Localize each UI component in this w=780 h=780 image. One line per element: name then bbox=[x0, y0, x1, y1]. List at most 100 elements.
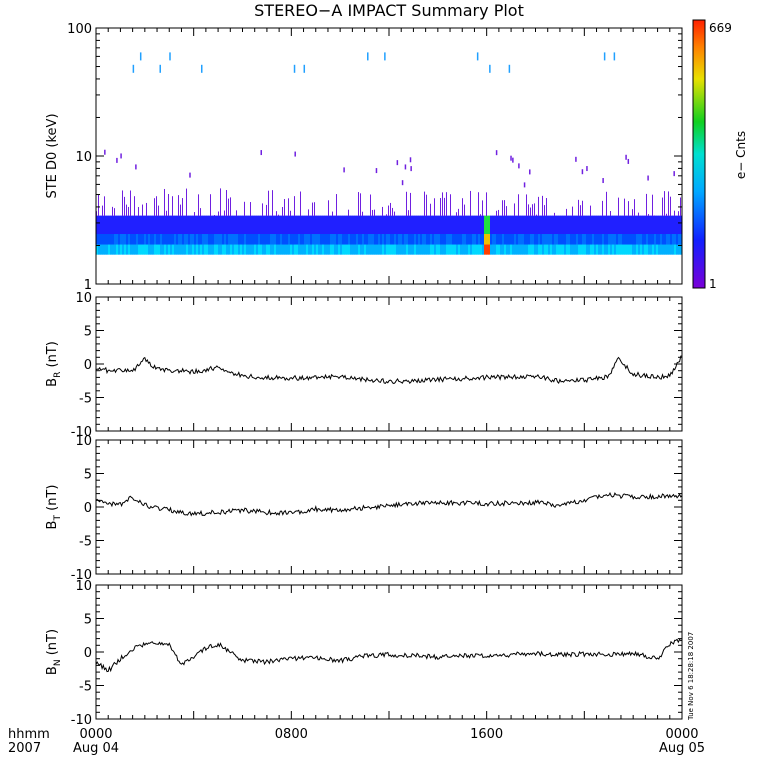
spectrogram-cell bbox=[406, 236, 409, 255]
spectrogram-cell bbox=[100, 236, 103, 255]
sparse-count bbox=[410, 166, 412, 172]
spectrogram-cell bbox=[630, 226, 633, 245]
spectrogram-cell bbox=[118, 226, 121, 245]
spectrogram-cell bbox=[348, 226, 351, 245]
spectrogram-cell bbox=[380, 226, 383, 245]
spectrogram-cell bbox=[122, 190, 123, 216]
spectrogram-cell bbox=[104, 196, 105, 216]
spectrogram-cell bbox=[152, 236, 155, 255]
spectrogram-cell bbox=[402, 236, 405, 255]
spectrogram-cell bbox=[96, 215, 99, 235]
spectrogram-cell bbox=[448, 236, 451, 255]
spectrogram-cell bbox=[378, 236, 381, 255]
spectrogram-cell bbox=[604, 215, 607, 235]
spectrogram-cell bbox=[138, 236, 141, 255]
panel-frame bbox=[95, 584, 683, 720]
spectrogram-cell bbox=[446, 192, 447, 216]
spectrogram-cell bbox=[390, 202, 391, 216]
spectrogram-cell bbox=[612, 236, 615, 255]
spectrogram-cell bbox=[328, 200, 329, 216]
spectrogram-cell bbox=[590, 236, 593, 255]
spectrogram-cell bbox=[562, 226, 565, 245]
spectrogram-cell bbox=[164, 215, 167, 235]
spectrogram-cell bbox=[544, 226, 547, 245]
spectrogram-cell bbox=[186, 236, 189, 255]
spectrogram-cell bbox=[642, 215, 645, 235]
spectrogram-cell bbox=[474, 215, 477, 235]
spectrogram-cell bbox=[378, 215, 381, 235]
spectrogram-cell bbox=[488, 236, 491, 255]
spectrogram-cell bbox=[580, 226, 583, 245]
spectrogram-cell bbox=[656, 226, 659, 245]
spectrogram-cell bbox=[560, 226, 563, 245]
date-tick-label: Aug 04 bbox=[73, 741, 119, 756]
spectrogram-cell bbox=[574, 236, 577, 255]
spectrogram-cell bbox=[120, 236, 123, 255]
spectrogram-cell bbox=[112, 206, 113, 216]
spectrogram-cell bbox=[554, 212, 555, 216]
spectrogram-cell bbox=[182, 226, 185, 245]
spectrogram-cell bbox=[176, 236, 179, 255]
spectrogram-cell bbox=[212, 215, 215, 235]
spectrogram-cell bbox=[416, 236, 419, 255]
spectrogram-cell bbox=[580, 205, 581, 216]
spectrogram-cell bbox=[624, 236, 627, 255]
spectrogram-cell bbox=[304, 226, 307, 245]
spectrogram-cell bbox=[190, 236, 193, 255]
spectrogram-cell bbox=[610, 215, 613, 235]
spectrogram-cell bbox=[326, 236, 329, 255]
spectrogram-cell bbox=[410, 226, 413, 245]
spectrogram-cell bbox=[576, 215, 579, 235]
spectrogram-cell bbox=[232, 226, 235, 245]
spectrogram-cell bbox=[182, 198, 183, 216]
spectrogram-cell bbox=[316, 226, 319, 245]
spectrogram-cell bbox=[480, 226, 483, 245]
spectrogram-cell bbox=[218, 211, 219, 216]
y-tick-label: 5 bbox=[84, 468, 92, 483]
spectrogram-cell bbox=[196, 226, 199, 245]
spectrogram-cell bbox=[324, 215, 327, 235]
spectrogram-cell bbox=[424, 226, 427, 245]
spectrogram-cell bbox=[136, 215, 139, 235]
spectrogram-cell bbox=[434, 198, 435, 216]
spectrogram-cell bbox=[304, 215, 307, 235]
spectrogram-cell bbox=[372, 226, 375, 245]
spectrogram-cell bbox=[312, 215, 315, 235]
spectrogram-cell bbox=[134, 226, 137, 245]
spectrogram-cell bbox=[206, 226, 209, 245]
spectrogram-cell bbox=[350, 236, 353, 255]
spectrogram-cell bbox=[628, 215, 631, 235]
spectrogram-cell bbox=[548, 215, 551, 235]
spectrogram-cell bbox=[314, 226, 317, 245]
spectrogram-cell bbox=[662, 236, 665, 255]
spectrogram-cell bbox=[386, 214, 387, 216]
spectrogram-cell bbox=[330, 226, 333, 245]
spectrogram-cell bbox=[402, 215, 405, 235]
spectrogram-cell bbox=[292, 226, 295, 245]
spectrogram-cell bbox=[166, 226, 169, 245]
spectrogram-cell bbox=[266, 215, 269, 235]
spectrogram-cell bbox=[536, 215, 539, 235]
spectrogram-cell bbox=[204, 215, 207, 235]
spectrogram-cell bbox=[236, 210, 237, 216]
spectrogram-cell bbox=[400, 226, 403, 245]
spectrogram-cell bbox=[628, 236, 631, 255]
spectrogram-cell bbox=[142, 236, 145, 255]
spectrogram-cell bbox=[350, 215, 353, 235]
spectrogram-cell bbox=[210, 194, 211, 216]
spectrogram-cell bbox=[294, 226, 297, 245]
spectrogram-cell bbox=[450, 226, 453, 245]
spectrogram-cell bbox=[220, 226, 223, 245]
spectrogram-cell bbox=[166, 236, 169, 255]
spectrogram-cell bbox=[244, 236, 247, 255]
spectrogram-cell bbox=[492, 215, 495, 235]
spectrogram-cell bbox=[294, 236, 297, 255]
spectrogram-cell bbox=[164, 188, 165, 216]
spectrogram-cell bbox=[200, 236, 203, 255]
spectrogram-cell bbox=[428, 215, 431, 235]
spectrogram-cell bbox=[656, 236, 659, 255]
spectrogram-cell bbox=[376, 215, 379, 235]
spectrogram-cell bbox=[120, 215, 123, 235]
spectrogram-cell bbox=[340, 226, 343, 245]
spectrogram-cell bbox=[248, 215, 251, 235]
